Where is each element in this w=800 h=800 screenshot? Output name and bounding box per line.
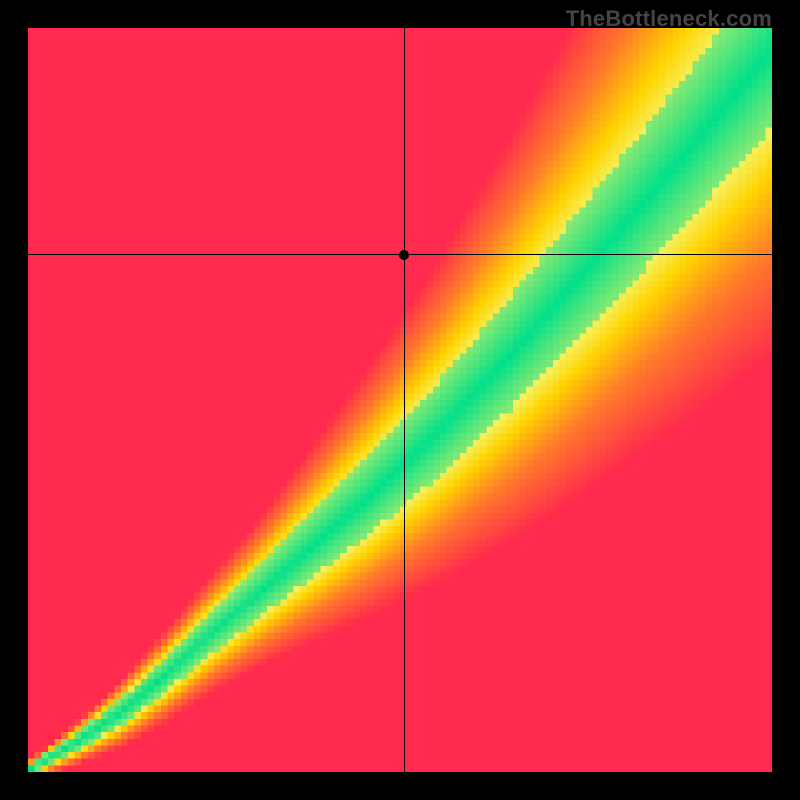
bottleneck-heatmap: [28, 28, 772, 772]
chart-container: TheBottleneck.com: [0, 0, 800, 800]
crosshair-vertical: [404, 28, 405, 772]
watermark-text: TheBottleneck.com: [566, 6, 772, 32]
selection-marker: [399, 250, 409, 260]
